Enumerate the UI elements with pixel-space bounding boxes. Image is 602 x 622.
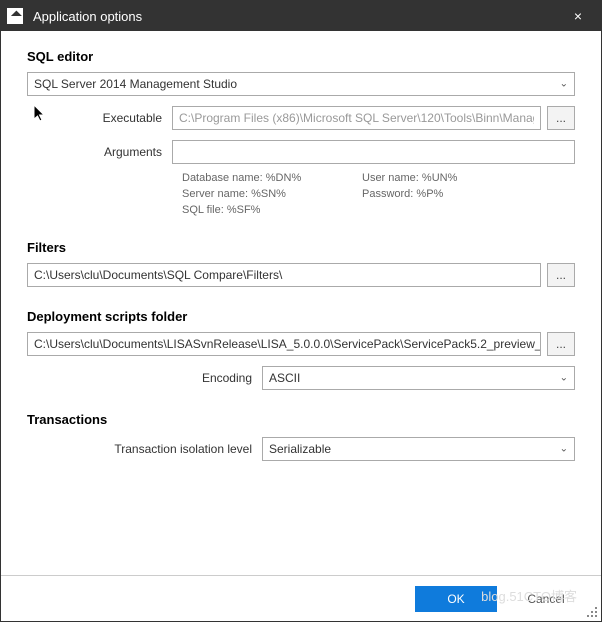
hint-sqlfile: SQL file: %SF% <box>182 202 362 218</box>
encoding-row: Encoding ASCII ⌄ <box>27 366 575 390</box>
window-title: Application options <box>33 9 563 24</box>
chevron-down-icon: ⌄ <box>560 79 568 90</box>
resize-grip[interactable] <box>585 605 597 617</box>
cancel-button[interactable]: Cancel <box>505 586 587 612</box>
filters-header: Filters <box>27 240 575 255</box>
encoding-label: Encoding <box>27 371 262 385</box>
sql-editor-header: SQL editor <box>27 49 575 64</box>
deployment-browse-button[interactable]: ... <box>547 332 575 356</box>
hint-password: Password: %P% <box>362 186 542 202</box>
arguments-input[interactable] <box>172 140 575 164</box>
filters-path-input[interactable]: C:\Users\clu\Documents\SQL Compare\Filte… <box>27 263 541 287</box>
filters-browse-button[interactable]: ... <box>547 263 575 287</box>
encoding-dropdown[interactable]: ASCII ⌄ <box>262 366 575 390</box>
hints-col-1: Database name: %DN% Server name: %SN% SQ… <box>182 170 362 218</box>
executable-label: Executable <box>27 111 172 125</box>
chevron-down-icon: ⌄ <box>560 444 568 455</box>
titlebar: Application options × <box>1 1 601 31</box>
encoding-value: ASCII <box>269 371 300 385</box>
arguments-row: Arguments <box>27 140 575 164</box>
isolation-row: Transaction isolation level Serializable… <box>1 437 575 461</box>
sql-editor-dropdown[interactable]: SQL Server 2014 Management Studio ⌄ <box>27 72 575 96</box>
ellipsis-icon: ... <box>556 268 566 282</box>
executable-input[interactable] <box>172 106 541 130</box>
argument-hints: Database name: %DN% Server name: %SN% SQ… <box>182 170 575 218</box>
sql-editor-dropdown-value: SQL Server 2014 Management Studio <box>34 77 237 91</box>
ellipsis-icon: ... <box>556 337 566 351</box>
filters-row: C:\Users\clu\Documents\SQL Compare\Filte… <box>27 263 575 287</box>
close-button[interactable]: × <box>563 1 593 31</box>
close-icon: × <box>574 8 582 24</box>
deployment-path-input[interactable]: C:\Users\clu\Documents\LISASvnRelease\LI… <box>27 332 541 356</box>
isolation-label: Transaction isolation level <box>1 442 262 456</box>
transactions-header: Transactions <box>27 412 575 427</box>
arguments-label: Arguments <box>27 145 172 159</box>
hints-col-2: User name: %UN% Password: %P% <box>362 170 542 218</box>
chevron-down-icon: ⌄ <box>560 373 568 384</box>
hint-user: User name: %UN% <box>362 170 542 186</box>
executable-browse-button[interactable]: ... <box>547 106 575 130</box>
ellipsis-icon: ... <box>556 111 566 125</box>
executable-row: Executable ... <box>27 106 575 130</box>
deployment-row: C:\Users\clu\Documents\LISASvnRelease\LI… <box>27 332 575 356</box>
hint-db: Database name: %DN% <box>182 170 362 186</box>
isolation-value: Serializable <box>269 442 331 456</box>
deployment-header: Deployment scripts folder <box>27 309 575 324</box>
dialog-footer: OK Cancel blog.51CTO博客 <box>1 575 601 621</box>
dialog-window: Application options × SQL editor SQL Ser… <box>0 0 602 622</box>
ok-button[interactable]: OK <box>415 586 497 612</box>
content-area: SQL editor SQL Server 2014 Management St… <box>1 31 601 575</box>
hint-server: Server name: %SN% <box>182 186 362 202</box>
app-icon <box>7 8 23 24</box>
isolation-dropdown[interactable]: Serializable ⌄ <box>262 437 575 461</box>
